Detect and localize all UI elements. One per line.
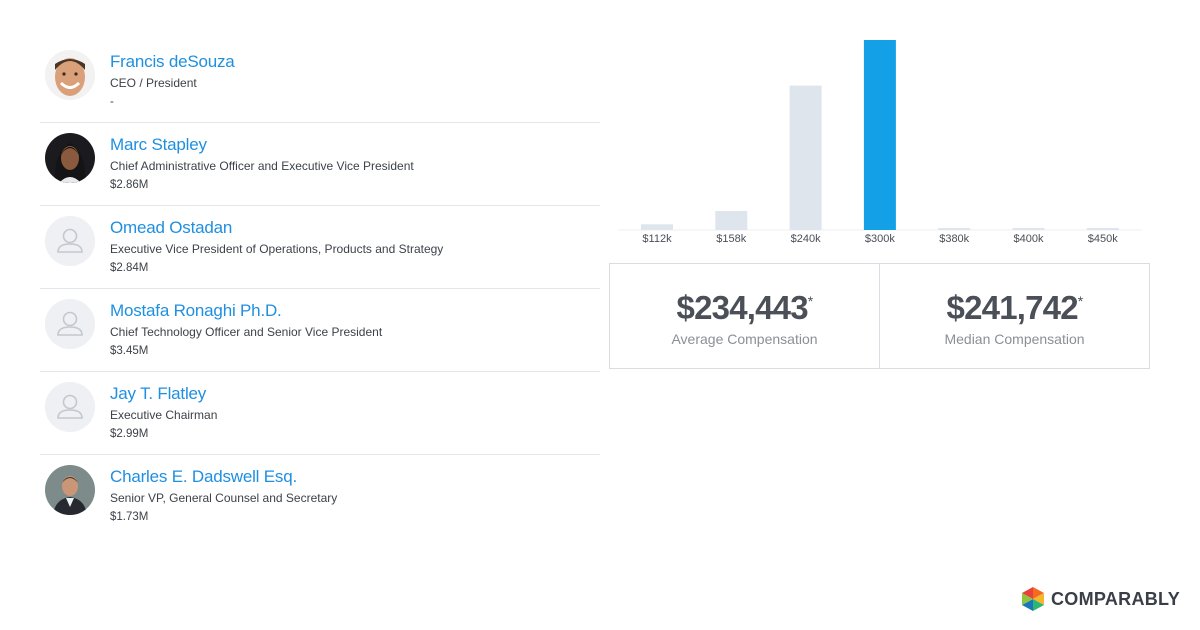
average-compensation-value: $234,443* [676,289,814,326]
executive-compensation: $2.84M [110,262,149,274]
bar-158k[interactable] [715,211,748,230]
executive-name-link[interactable]: Charles E. Dadswell Esq. [110,467,297,486]
comparably-logo[interactable]: COMPARABLY [1020,586,1180,612]
avatar [45,133,95,183]
executive-name-link[interactable]: Francis deSouza [110,52,235,71]
chart-tick-labels: $112k $158k $240k $300k $380k $400k $450k [642,233,1118,245]
man-suit-photo-icon [45,465,95,515]
average-compensation-label: Average Compensation [671,331,818,347]
compensation-distribution-chart: $112k $158k $240k $300k $380k $400k $450k [600,30,1160,255]
x-tick-label: $400k [1014,233,1044,245]
chart-bars [641,40,1119,230]
man-photo-icon [45,50,95,100]
executive-title: Senior VP, General Counsel and Secretary [110,491,338,505]
median-compensation-value: $241,742* [946,289,1084,326]
executive-row: Mostafa Ronaghi Ph.D. Chief Technology O… [40,289,600,372]
comparably-logo-icon [1022,587,1044,611]
executive-title: Executive Vice President of Operations, … [110,242,444,256]
asterisk-mark: * [807,293,813,309]
executive-title: Executive Chairman [110,408,218,422]
person-placeholder-icon [45,299,95,349]
executive-compensation: $3.45M [110,345,149,357]
executive-row: Charles E. Dadswell Esq. Senior VP, Gene… [40,455,600,537]
executive-name-link[interactable]: Mostafa Ronaghi Ph.D. [110,301,282,320]
executive-list: Francis deSouza CEO / President - Marc S… [40,40,600,537]
executive-name-link[interactable]: Omead Ostadan [110,218,233,237]
executive-row: Francis deSouza CEO / President - [40,40,600,123]
bar-380k[interactable] [938,228,971,230]
executive-name-link[interactable]: Marc Stapley [110,135,207,154]
median-compensation-label: Median Compensation [944,331,1085,347]
executive-compensation: $2.99M [110,428,149,440]
person-placeholder-icon [45,382,95,432]
x-tick-label: $112k [642,233,672,245]
chart-canvas: $112k $158k $240k $300k $380k $400k $450k [618,40,1142,245]
avatar [45,50,95,100]
executive-title: CEO / President [110,76,197,90]
woman-photo-icon [45,133,95,183]
x-tick-label: $158k [716,233,746,245]
executive-compensation: $1.73M [110,511,149,523]
x-tick-label: $380k [939,233,969,245]
asterisk-mark: * [1077,293,1083,309]
avatar [45,299,95,349]
executive-name-link[interactable]: Jay T. Flatley [110,384,207,403]
executive-row: Marc Stapley Chief Administrative Office… [40,123,600,206]
x-tick-label: $450k [1088,233,1118,245]
person-placeholder-icon [45,216,95,266]
median-compensation-card: $241,742* Median Compensation [879,263,1150,369]
executive-row: Jay T. Flatley Executive Chairman $2.99M [40,372,600,455]
avatar [45,465,95,515]
executive-row: Omead Ostadan Executive Vice President o… [40,206,600,289]
average-compensation-card: $234,443* Average Compensation [609,263,880,369]
bar-300k[interactable] [863,40,896,230]
brand-name: COMPARABLY [1051,588,1181,609]
executive-compensation: - [110,96,114,108]
x-tick-label: $240k [791,233,821,245]
avatar [45,216,95,266]
executive-compensation: $2.86M [110,179,149,191]
bar-450k[interactable] [1086,228,1119,230]
x-tick-label: $300k [865,233,895,245]
executive-title: Chief Technology Officer and Senior Vice… [110,325,383,339]
avatar [45,382,95,432]
bar-400k[interactable] [1012,228,1045,230]
bar-112k[interactable] [641,224,673,230]
executive-title: Chief Administrative Officer and Executi… [110,159,414,173]
bar-240k[interactable] [789,85,822,230]
